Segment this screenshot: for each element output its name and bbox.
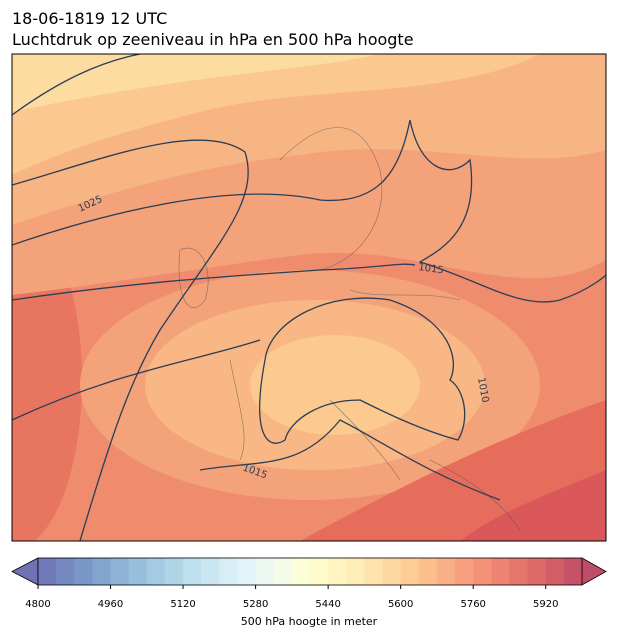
isobar xyxy=(12,339,501,501)
colorbar-segment xyxy=(563,558,583,585)
isobar-label: 1010 xyxy=(475,377,490,404)
isobar-label: 1015 xyxy=(418,262,445,276)
isobar xyxy=(259,297,466,444)
isobar xyxy=(12,139,249,541)
colorbar-segment xyxy=(491,558,510,585)
isobar xyxy=(12,54,141,116)
map-frame xyxy=(11,53,607,542)
colorbar-tick-label: 5600 xyxy=(388,599,413,610)
colorbar-tick-label: 5920 xyxy=(533,599,558,610)
colorbar-segment xyxy=(291,558,311,585)
colorbar-segment xyxy=(56,558,75,585)
colorbar-segment xyxy=(110,558,130,585)
isobar xyxy=(12,263,416,301)
colorbar-segment xyxy=(527,558,547,585)
colorbar-segment xyxy=(255,558,275,585)
colorbar-segment xyxy=(436,558,456,585)
colorbar-segment xyxy=(74,558,93,585)
colorbar-frame xyxy=(37,557,583,586)
colorbar-segment xyxy=(346,558,365,585)
colorbar-tick-label: 4800 xyxy=(25,599,50,610)
colorbar-segment xyxy=(38,558,57,585)
colorbar-tick-label: 5280 xyxy=(243,599,268,610)
title: Luchtdruk op zeeniveau in hPa en 500 hPa… xyxy=(12,30,414,49)
colorbar-tick-label: 5440 xyxy=(315,599,340,610)
colorbar-tick-label: 5120 xyxy=(170,599,195,610)
map: 1025 1015 1010 1015 xyxy=(12,54,606,541)
colorbar-segment xyxy=(146,558,166,585)
colorbar-segment xyxy=(164,558,184,585)
colorbar-segment xyxy=(473,558,492,585)
colorbar-segment xyxy=(382,558,402,585)
colorbar-segment xyxy=(545,558,565,585)
colorbar-segment xyxy=(183,558,202,585)
field xyxy=(460,470,606,541)
colorbar-segment xyxy=(92,558,112,585)
colorbar-segment xyxy=(219,558,238,585)
colorbar-extend xyxy=(11,557,39,586)
colorbar-segment xyxy=(364,558,384,585)
colorbar-segment xyxy=(509,558,529,585)
field xyxy=(12,54,380,112)
field xyxy=(250,335,420,435)
colorbar-segment xyxy=(201,558,220,585)
colorbar-label: 500 hPa hoogte in meter xyxy=(241,615,378,628)
colorbar-segment xyxy=(418,558,438,585)
colorbar-tick-label: 5760 xyxy=(460,599,485,610)
title-date: 18-06-1819 12 UTC xyxy=(12,9,167,28)
colorbar-tick-label: 4960 xyxy=(98,599,123,610)
colorbar-segment xyxy=(128,558,148,585)
colorbar-segment xyxy=(237,558,257,585)
colorbar-segment xyxy=(455,558,474,585)
coastline xyxy=(178,127,521,531)
colorbar-segment xyxy=(400,558,420,585)
colorbar-segment xyxy=(273,558,293,585)
colorbar-extend xyxy=(581,557,607,586)
isobar xyxy=(12,119,606,303)
colorbar-segment xyxy=(328,558,347,585)
colorbar: 4800 4960 5120 5280 5440 5600 5760 5920 xyxy=(11,557,607,610)
colorbar-segment xyxy=(310,558,329,585)
